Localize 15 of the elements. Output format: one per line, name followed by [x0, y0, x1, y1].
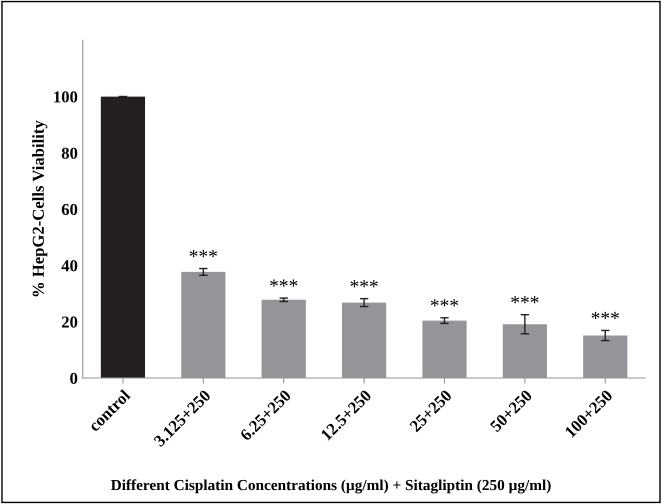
y-tick-label: 0	[70, 372, 78, 384]
bar	[100, 96, 146, 378]
y-tick-label: 80	[62, 148, 78, 159]
annotation: ***	[592, 312, 619, 320]
annotation: ***	[430, 299, 458, 306]
y-tick-label: 100	[54, 91, 78, 103]
y-tick-label: 60	[62, 204, 78, 216]
y-axis-title: % HepG2-Cells Viability	[32, 120, 48, 296]
x-axis-title: Different Cisplatin Concentrations (µg/ml) + Sitagliptin (250 µg/ml)	[110, 479, 551, 494]
annotation: ***	[270, 280, 298, 287]
annotation: ***	[511, 296, 539, 304]
y-tick-label: 40	[61, 260, 78, 272]
annotation: ***	[350, 280, 378, 288]
annotation: ***	[190, 250, 217, 258]
y-tick-label: 20	[62, 316, 78, 328]
